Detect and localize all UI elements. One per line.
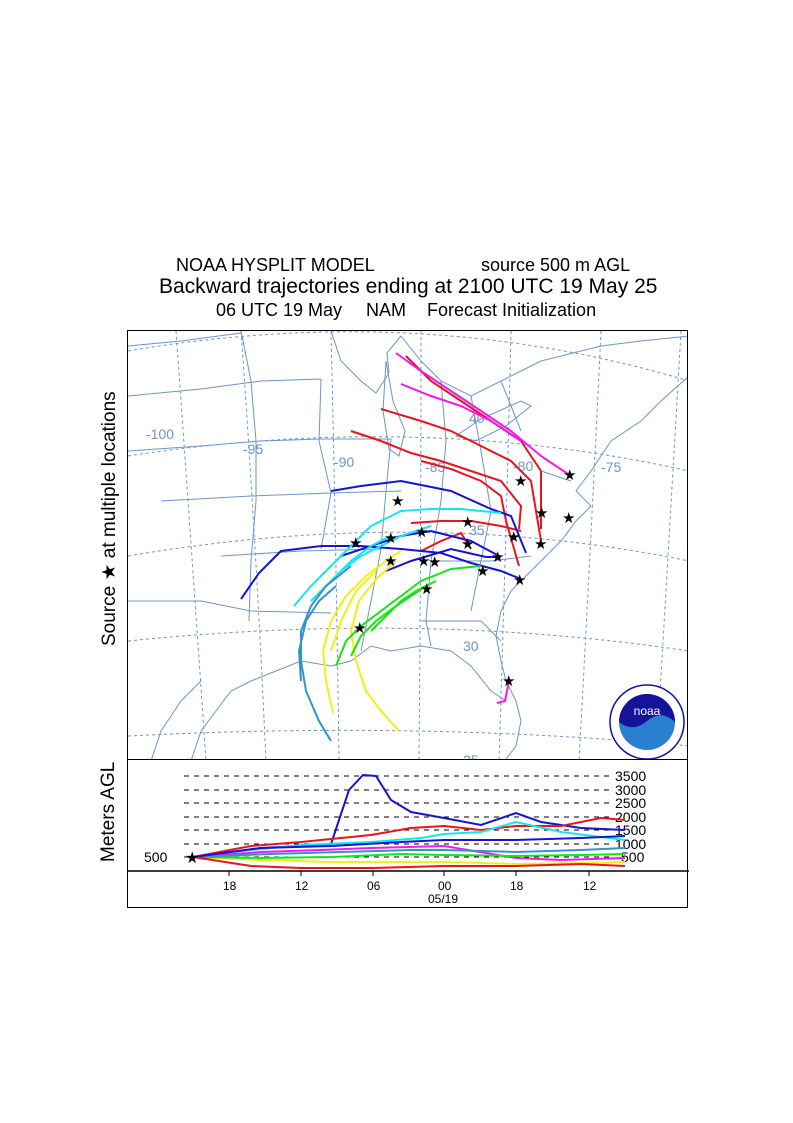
source-star: ★ <box>415 523 428 541</box>
trajectory-green <box>370 580 437 632</box>
source-star: ★ <box>417 552 430 570</box>
time-tick: 12 <box>295 879 309 893</box>
lat-label: 35 <box>469 522 485 538</box>
height-gridlines <box>184 775 613 858</box>
source-star: ★ <box>384 529 397 547</box>
lake-erie <box>454 400 532 442</box>
source-axis-label: Source ★ at multiple locations <box>99 391 120 646</box>
start-height-label: 500 <box>144 849 168 865</box>
trajectory-green <box>335 565 482 667</box>
source-star: ★ <box>507 528 520 546</box>
source-star: ★ <box>491 548 504 566</box>
source-star: ★ <box>502 672 515 690</box>
map-outlines <box>128 331 687 759</box>
trajectory-yellow <box>321 550 402 714</box>
source-star: ★ <box>353 619 366 637</box>
trajectory-red <box>380 408 542 542</box>
source-star: ★ <box>513 571 526 589</box>
trajectory-magenta <box>400 383 522 442</box>
source-height-title: source 500 m AGL <box>481 255 631 275</box>
source-markers: ★ ★ ★ ★ ★ ★ ★ ★ ★ ★ ★ ★ ★ ★ ★ ★ ★ ★ ★ ★ … <box>349 466 576 690</box>
source-star: ★ <box>391 492 404 510</box>
lon-label: -95 <box>243 441 263 457</box>
trajectory-cyan <box>293 508 502 607</box>
time-labels: 18 12 06 00 18 12 05/19 <box>223 879 597 906</box>
height-svg: 3500 3000 2500 2000 1500 1000 500 500 <box>128 768 689 906</box>
trajectory-green <box>350 585 427 657</box>
source-star: ★ <box>534 535 547 553</box>
source-star: ★ <box>349 534 362 552</box>
source-star: ★ <box>476 562 489 580</box>
trajectory-map: -100 -95 -90 -85 -80 -75 40 35 30 25 <box>127 330 688 760</box>
source-star: ★ <box>428 553 441 571</box>
lake-michigan <box>382 360 406 457</box>
trajectory-magenta <box>395 352 569 475</box>
height-tick: 1500 <box>615 822 646 838</box>
time-tick: 12 <box>583 879 597 893</box>
height-tick: 2500 <box>615 795 646 811</box>
trajectory-blue <box>385 547 499 572</box>
trajectory-cyan <box>340 525 432 572</box>
source-star: ★ <box>563 466 576 484</box>
trajectory-yellow <box>330 570 377 652</box>
trajectory-subtitle: Backward trajectories ending at 2100 UTC… <box>159 275 658 298</box>
height-tick: 2000 <box>615 809 646 825</box>
gulf-coast <box>191 645 507 759</box>
source-star: ★ <box>514 472 527 490</box>
trajectory-magenta <box>496 680 510 704</box>
atlantic-coast <box>495 377 687 759</box>
init-time-label: 06 UTC 19 May <box>216 300 343 320</box>
trajectories <box>240 352 569 742</box>
lon-label: -100 <box>146 426 174 442</box>
lat-label: 25 <box>463 752 479 760</box>
time-tick: 18 <box>223 879 237 893</box>
height-ticks: 3500 3000 2500 2000 1500 1000 500 <box>615 768 646 865</box>
height-traces <box>192 773 626 869</box>
trajectory-blue <box>340 529 502 558</box>
height-tick: 3500 <box>615 768 646 784</box>
height-profile: 3500 3000 2500 2000 1500 1000 500 500 <box>127 760 689 908</box>
source-star: ★ <box>562 509 575 527</box>
trajectory-red <box>350 430 523 530</box>
great-lakes <box>330 331 687 397</box>
lon-labels: -100 -95 -90 -85 -80 -75 <box>146 426 621 475</box>
model-title: NOAA HYSPLIT MODEL <box>176 255 375 275</box>
lon-label: -75 <box>601 459 621 475</box>
date-label: 05/19 <box>428 892 458 906</box>
logo-text: noaa <box>634 704 661 718</box>
graticule <box>128 331 687 759</box>
noaa-logo: noaa <box>609 684 685 759</box>
mexico-coast <box>151 680 202 759</box>
trajectory-blue <box>240 545 522 600</box>
lon-label: -80 <box>513 458 533 474</box>
time-tick: 18 <box>510 879 524 893</box>
lat-labels: 40 35 30 25 <box>463 410 485 760</box>
source-star: ★ <box>461 513 474 531</box>
start-star: ★ <box>185 848 199 867</box>
time-tick: 00 <box>438 879 452 893</box>
source-star: ★ <box>461 535 474 553</box>
source-star: ★ <box>420 580 433 598</box>
time-tick: 06 <box>367 879 381 893</box>
met-model-label: NAM <box>366 300 406 320</box>
trajectory-yellow <box>349 560 400 732</box>
map-svg: -100 -95 -90 -85 -80 -75 40 35 30 25 <box>128 331 687 760</box>
lon-label: -90 <box>334 454 354 470</box>
height-tick: 3000 <box>615 782 646 798</box>
height-axis-label: Meters AGL <box>98 761 119 862</box>
source-star: ★ <box>535 504 548 522</box>
height-tick: 500 <box>621 849 645 865</box>
trajectory-teal <box>297 585 337 682</box>
trajectory-red <box>410 520 522 532</box>
forecast-label: Forecast Initialization <box>427 300 597 320</box>
trajectory-teal <box>300 565 352 742</box>
trajectory-blue <box>330 479 527 554</box>
time-ticks <box>228 871 590 876</box>
lat-label: 30 <box>463 638 479 654</box>
source-star: ★ <box>384 552 397 570</box>
